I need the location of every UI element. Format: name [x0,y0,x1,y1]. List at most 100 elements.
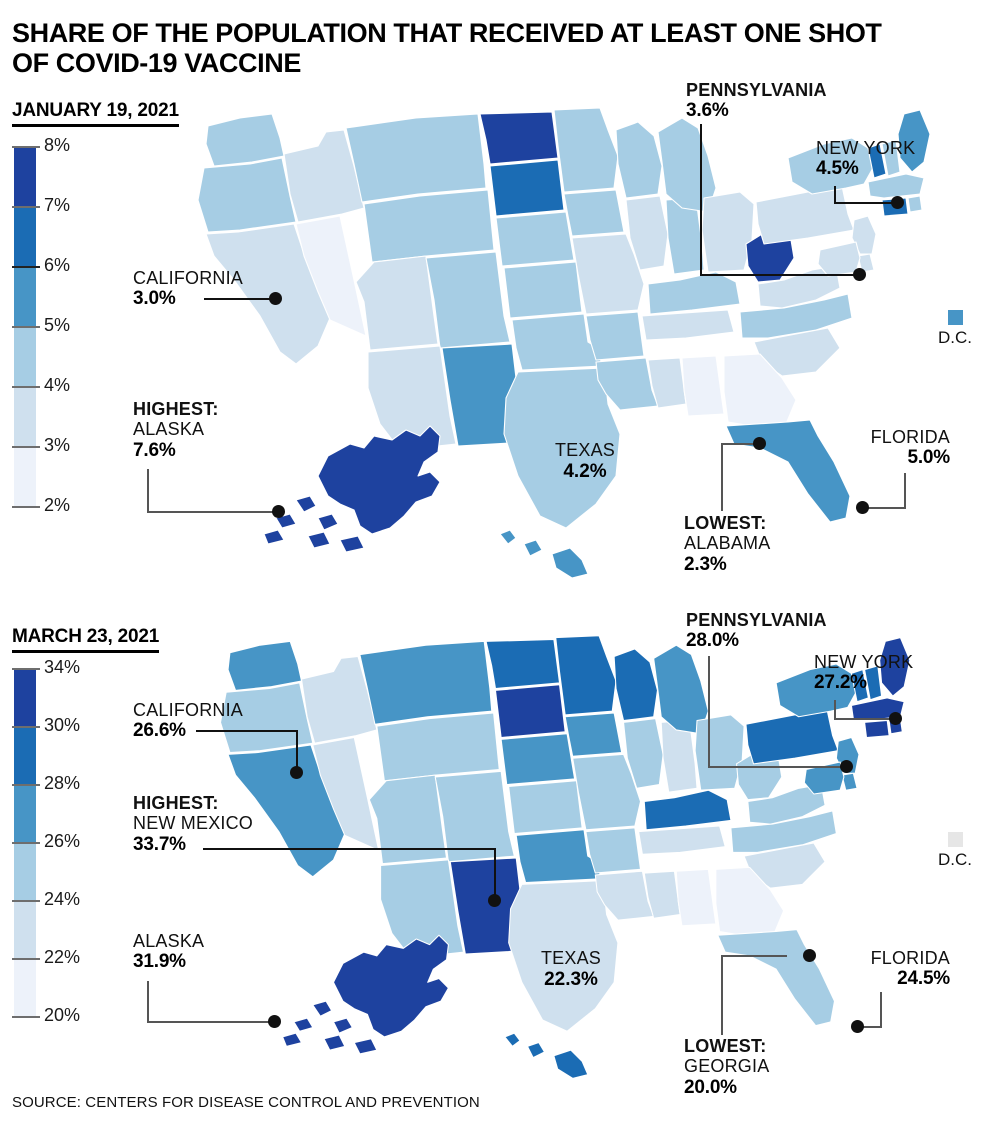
page-title: SHARE OF THE POPULATION THAT RECEIVED AT… [12,18,882,79]
leader-line-pennsylvania-jan [700,274,858,276]
legend-tick-label: 24% [44,889,81,909]
legend-colorbar [14,146,36,506]
state-pa [745,708,839,765]
annotation-newmexico-mar: HIGHEST: NEW MEXICO 33.7% [133,793,253,855]
legend-band [14,146,36,206]
leader-line-alaska-jan [147,469,149,513]
dc-legend-january: D.C. [938,310,972,348]
leader-dot-alabama-jan [753,437,766,450]
annotation-state-name: CALIFORNIA [133,700,244,720]
state-wa [227,640,303,691]
state-ms [647,357,687,409]
source-note: SOURCE: CENTERS FOR DISEASE CONTROL AND … [12,1094,480,1111]
annotation-value: 31.9% [133,951,186,973]
annotation-state-name: NEW YORK [814,652,914,672]
annotation-georgia-mar: LOWEST: GEORGIA 20.0% [684,1036,769,1098]
state-pa [755,185,855,245]
annotation-alabama-jan: LOWEST: ALABAMA 2.3% [684,513,770,575]
state-nh [864,665,883,701]
state-ut [355,255,439,351]
state-ca [205,223,331,365]
state-ma [867,173,925,199]
state-tn [641,309,735,341]
annotation-label-lowest: LOWEST: [684,1036,767,1056]
leader-line-newmexico-mar [494,848,496,902]
state-wi [613,648,658,722]
leader-line-newyork-mar [834,700,836,720]
state-nc [730,810,837,853]
leader-line-florida-jan [904,473,906,509]
state-va [757,265,841,309]
annotation-label-highest: HIGHEST: [133,793,219,813]
state-wy [376,712,500,782]
state-wi [615,121,663,199]
legend-tick-label: 5% [44,315,71,335]
annotation-california-jan: CALIFORNIA 3.0% [133,268,243,310]
state-or [197,157,297,233]
leader-dot-newyork-jan [891,196,904,209]
legend-tick-label: 34% [44,657,81,677]
legend-band [14,726,36,784]
annotation-value: 26.6% [133,720,186,742]
annotation-pennsylvania-jan: PENNSYLVANIA 3.6% [686,80,827,122]
state-ky [647,271,741,315]
legend-band [14,446,36,506]
state-ne [500,733,576,786]
annotation-state-name: FLORIDA [870,427,950,447]
state-co [434,770,515,863]
annotation-alaska-mar: ALASKA 31.9% [133,931,204,973]
state-oh [701,191,755,273]
annotation-value: 20.0% [684,1076,737,1098]
annotation-newyork-jan: NEW YORK 4.5% [816,138,915,180]
leader-line-alaska-mar [147,981,149,1023]
state-ca [227,744,346,878]
leader-line-pennsylvania-mar [708,656,710,768]
leader-dot-florida-jan [856,501,869,514]
choropleth-map-march [168,632,1000,1084]
map-label-texas-jan: TEXAS 4.2% [530,440,640,483]
leader-dot-california-mar [290,766,303,779]
leader-dot-alaska-jan [272,505,285,518]
leader-dot-california-jan [269,292,282,305]
state-wy [363,189,495,263]
leader-dot-alaska-mar [268,1015,281,1028]
state-mt [345,113,487,203]
legend-tick-label: 30% [44,715,81,735]
leader-line-pennsylvania-mar [708,766,845,768]
state-nd [479,111,559,165]
leader-line-florida-jan [862,507,906,509]
state-ny [787,137,875,195]
legend-tick-label: 22% [44,947,81,967]
state-nv [295,215,367,337]
annotation-value: 3.6% [686,100,729,122]
map-label-state-name: TEXAS [554,440,616,460]
state-hi [499,529,589,579]
legend-band [14,900,36,958]
legend-tick-label: 26% [44,831,81,851]
state-or [219,682,314,754]
annotation-newyork-mar: NEW YORK 27.2% [814,652,913,694]
state-mt [359,640,493,725]
legend-tick-label: 4% [44,375,71,395]
leader-dot-florida-mar [851,1020,864,1033]
choropleth-map-january [168,104,1000,584]
state-nh [881,139,901,177]
state-vt [867,143,887,179]
state-al [681,355,725,417]
dc-swatch [947,832,963,847]
annotation-alaska-jan: HIGHEST: ALASKA 7.6% [133,399,219,461]
dc-label: D.C. [938,850,972,869]
leader-line-newmexico-mar [203,848,495,850]
state-de [857,253,875,273]
leader-line-california-jan [204,298,276,300]
state-ia [564,712,623,757]
state-co [425,251,511,349]
map-label-value: 22.3% [544,968,598,990]
state-nd [485,639,561,690]
state-me [897,109,931,173]
annotation-florida-mar: FLORIDA 24.5% [790,948,951,990]
leader-line-alabama-jan [721,443,723,511]
leader-dot-pennsylvania-mar [840,760,853,773]
dc-legend-march: D.C. [938,832,972,870]
state-ak [263,425,441,553]
